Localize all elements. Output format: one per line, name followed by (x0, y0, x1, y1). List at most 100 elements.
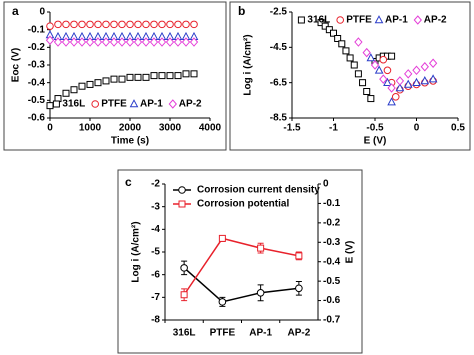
x-tick-label: 0 (414, 123, 420, 134)
marker (428, 58, 438, 68)
marker (366, 53, 376, 62)
marker (297, 16, 305, 24)
marker (158, 20, 166, 29)
x-tick-label: 316L (173, 328, 196, 339)
marker (387, 83, 396, 93)
marker (118, 20, 126, 29)
marker (295, 252, 303, 260)
y-tick-label: 0 (39, 7, 45, 18)
marker (133, 37, 143, 47)
marker (190, 20, 198, 29)
marker (395, 76, 405, 86)
marker (383, 77, 392, 86)
marker (182, 20, 190, 29)
y2-tick-label: -0.7 (323, 315, 341, 326)
marker (70, 20, 78, 29)
marker (367, 95, 375, 103)
marker (189, 37, 199, 47)
marker (181, 37, 191, 47)
marker (391, 93, 400, 101)
y2-tick-label: 0 (323, 179, 329, 190)
marker (256, 289, 265, 297)
marker (354, 37, 363, 47)
marker (168, 99, 177, 109)
marker (102, 77, 110, 85)
marker (362, 47, 371, 58)
marker (62, 20, 70, 29)
marker (359, 79, 367, 87)
marker (117, 37, 127, 47)
marker (174, 20, 182, 29)
legend-label: PTFE (101, 99, 127, 110)
marker (317, 19, 325, 27)
marker (330, 29, 337, 37)
marker (78, 82, 86, 90)
marker (53, 37, 63, 47)
x-tick-label: 1000 (79, 123, 102, 134)
marker (46, 102, 54, 110)
y2-tick-label: -0.4 (323, 256, 341, 267)
x-tick-label: 4000 (199, 123, 222, 134)
x-tick-label: -1 (329, 123, 338, 134)
marker (85, 37, 95, 47)
y2-tick-label: -0.5 (323, 276, 341, 287)
marker (413, 15, 422, 25)
marker (149, 37, 159, 47)
marker (182, 70, 190, 78)
marker (336, 16, 345, 24)
y2-axis-label: E (V) (345, 241, 356, 264)
marker (295, 284, 303, 293)
y-tick-label: -4.5 (270, 42, 288, 53)
y-tick-label: -6.5 (270, 77, 288, 88)
marker (110, 20, 118, 29)
x-axis-label: E (V) (364, 136, 387, 147)
marker (141, 37, 151, 47)
marker (94, 20, 102, 29)
marker (325, 26, 333, 34)
series-line (183, 267, 299, 303)
x-tick-label: AP-2 (287, 328, 310, 339)
marker (218, 234, 226, 242)
y-axis-label: Log i (A/cm²) (131, 221, 142, 282)
panel-frame (3, 1, 227, 151)
panel-label: a (12, 4, 19, 18)
marker (118, 75, 126, 83)
marker (142, 73, 150, 81)
marker (78, 20, 86, 29)
marker (350, 61, 358, 69)
marker (374, 15, 384, 24)
marker (102, 20, 110, 29)
marker (165, 37, 175, 47)
y-axis-label: Log i (A/cm²) (243, 34, 254, 95)
legend-label: Corrosion potential (197, 199, 289, 210)
y-tick-label: -0.3 (28, 60, 46, 71)
y2-tick-label: -0.2 (323, 217, 341, 228)
y-tick-label: -0.1 (28, 24, 46, 35)
y-tick-label: -0.2 (28, 42, 46, 53)
marker (77, 37, 87, 47)
marker (166, 20, 174, 29)
x-tick-label: 0.5 (451, 123, 465, 134)
marker (86, 80, 94, 88)
marker (109, 37, 119, 47)
marker (166, 72, 174, 80)
marker (321, 22, 329, 30)
marker (150, 72, 158, 80)
marker (93, 37, 103, 47)
marker (370, 60, 380, 70)
x-tick-label: -0.5 (366, 123, 384, 134)
panel-frame (229, 1, 471, 151)
marker (420, 62, 429, 72)
x-tick-label: -1.5 (283, 123, 301, 134)
x-tick-label: 2000 (119, 123, 142, 134)
x-tick-label: 0 (47, 123, 53, 134)
marker (190, 70, 198, 78)
marker (52, 100, 60, 108)
marker (126, 73, 134, 81)
x-axis-label: Time (s) (111, 136, 149, 147)
y-tick-label: -5 (151, 247, 160, 258)
marker (62, 89, 70, 97)
legend-label: AP-2 (424, 15, 447, 26)
marker (180, 291, 188, 299)
